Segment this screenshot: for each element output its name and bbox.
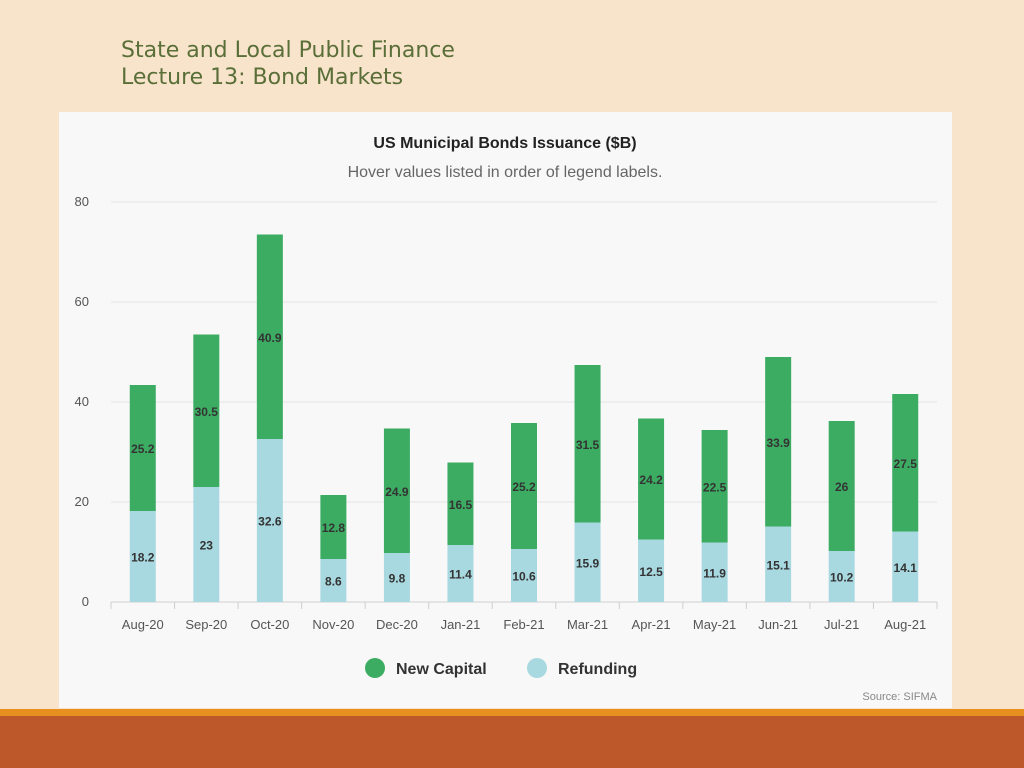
bar-new-capital[interactable] (256, 234, 283, 440)
bar-refunding[interactable] (193, 487, 220, 602)
data-label-refunding: 15.1 (766, 558, 790, 572)
bar-new-capital[interactable] (320, 495, 347, 559)
x-tick-label: Jul-21 (824, 617, 859, 632)
data-label-refunding: 10.2 (830, 571, 854, 585)
bar-new-capital[interactable] (511, 423, 537, 549)
data-label-refunding: 8.6 (325, 575, 342, 589)
legend-refunding-label: Refunding (558, 661, 637, 678)
bar-refunding[interactable] (129, 511, 156, 602)
data-label-new-capital: 30.5 (195, 405, 219, 419)
data-label-new-capital: 22.5 (703, 480, 727, 494)
bar-refunding[interactable] (447, 545, 474, 602)
bar-new-capital[interactable] (447, 462, 474, 546)
data-label-new-capital: 31.5 (576, 438, 600, 452)
x-tick-label: Apr-21 (632, 617, 671, 632)
legend-new-capital[interactable]: New Capital (365, 658, 487, 678)
y-tick-label: 0 (82, 594, 89, 609)
data-label-new-capital: 25.2 (131, 442, 155, 456)
data-label-refunding: 12.5 (639, 565, 663, 579)
bar-refunding[interactable] (638, 539, 665, 603)
bar-refunding[interactable] (701, 542, 728, 603)
data-label-refunding: 23 (200, 539, 214, 553)
legend-new-capital-swatch (365, 658, 385, 678)
data-label-new-capital: 24.2 (639, 473, 663, 487)
data-label-new-capital: 24.9 (385, 485, 409, 499)
x-tick-label: Nov-20 (312, 617, 354, 632)
bar-new-capital[interactable] (765, 357, 792, 527)
bar-refunding[interactable] (256, 439, 283, 602)
bar-new-capital[interactable] (892, 394, 919, 532)
bar-new-capital[interactable] (383, 428, 410, 554)
data-label-refunding: 9.8 (389, 572, 406, 586)
data-label-refunding: 14.1 (894, 561, 918, 575)
data-label-new-capital: 33.9 (766, 436, 790, 450)
x-axis: Aug-20 Sep-20 Oct-20 Nov-20 Dec-20 Jan-21 Feb-… (110, 602, 938, 632)
bar-refunding[interactable] (511, 549, 537, 602)
y-tick-label: 60 (75, 294, 89, 309)
chart-panel: US Municipal Bonds Issuance ($B) Hover v… (59, 112, 952, 708)
bar-refunding[interactable] (320, 559, 347, 602)
source-note: Source: SIFMA (862, 691, 937, 703)
bar-new-capital[interactable] (193, 334, 220, 488)
x-tick-label: Mar-21 (567, 617, 608, 632)
x-tick-label: Jun-21 (758, 617, 798, 632)
data-label-refunding: 11.4 (449, 568, 472, 582)
legend: New Capital Refunding (365, 658, 637, 678)
x-tick-label: Sep-20 (185, 617, 227, 632)
data-label-new-capital: 40.9 (258, 331, 282, 345)
data-label-refunding: 10.6 (512, 570, 536, 584)
x-tick-label: Jan-21 (441, 617, 481, 632)
bar-refunding[interactable] (574, 522, 601, 603)
data-label-refunding: 18.2 (131, 551, 155, 565)
chart-title: US Municipal Bonds Issuance ($B) (373, 135, 636, 152)
slide-title-line1: State and Local Public Finance (121, 38, 455, 63)
x-tick-label: Oct-20 (250, 617, 289, 632)
slide-title: State and Local Public Finance Lecture 1… (121, 37, 455, 91)
data-label-new-capital: 12.8 (322, 521, 346, 535)
bar-refunding[interactable] (765, 526, 792, 603)
slide-title-line2: Lecture 13: Bond Markets (121, 65, 404, 90)
x-tick-label: Feb-21 (503, 617, 544, 632)
y-tick-label: 20 (75, 494, 89, 509)
footer-band (0, 716, 1024, 768)
x-tick-label: May-21 (693, 617, 736, 632)
bar-refunding[interactable] (383, 553, 410, 602)
data-label-new-capital: 26 (835, 480, 849, 494)
bar-new-capital[interactable] (828, 421, 855, 551)
y-tick-label: 40 (75, 394, 89, 409)
bar-new-capital[interactable] (574, 365, 601, 523)
legend-new-capital-label: New Capital (396, 661, 487, 678)
legend-refunding[interactable]: Refunding (527, 658, 637, 678)
data-label-refunding: 15.9 (576, 556, 600, 570)
data-label-new-capital: 27.5 (894, 457, 918, 471)
bar-refunding[interactable] (892, 531, 919, 603)
data-label-refunding: 11.9 (703, 566, 726, 580)
data-label-new-capital: 25.2 (512, 480, 536, 494)
x-tick-label: Aug-21 (884, 617, 926, 632)
y-tick-label: 80 (75, 194, 89, 209)
legend-refunding-swatch (527, 658, 547, 678)
bars: 18.2 25.2 23 30.5 32.6 40.9 8.6 12.8 9.8 24.9 11.4… (129, 234, 919, 603)
grid-lines (111, 201, 937, 603)
x-tick-label: Dec-20 (376, 617, 418, 632)
bar-new-capital[interactable] (638, 418, 665, 540)
bar-chart: US Municipal Bonds Issuance ($B) Hover v… (75, 135, 938, 703)
x-tick-label: Aug-20 (122, 617, 164, 632)
data-label-refunding: 32.6 (258, 515, 282, 529)
data-label-new-capital: 16.5 (449, 498, 473, 512)
bar-refunding[interactable] (828, 551, 855, 602)
bar-new-capital[interactable] (701, 430, 728, 543)
y-axis: 0 20 40 60 80 (75, 194, 89, 609)
chart-subtitle: Hover values listed in order of legend l… (348, 164, 663, 181)
bar-new-capital[interactable] (129, 385, 156, 511)
footer-accent-line (0, 709, 1024, 716)
